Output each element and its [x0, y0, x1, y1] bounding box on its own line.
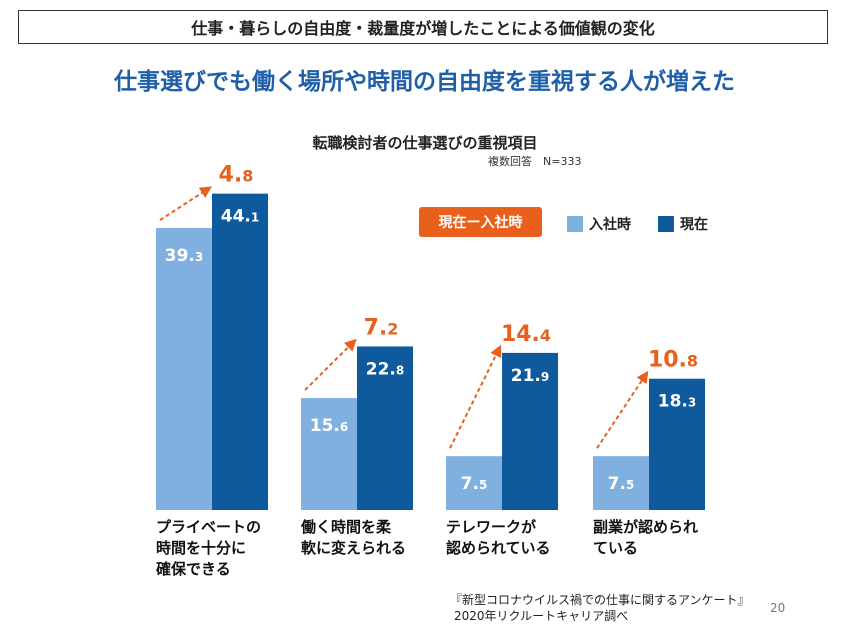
bar-now-2 [502, 352, 558, 510]
legend-swatch-before [567, 216, 583, 232]
category-label-0-0: プライベートの [156, 518, 261, 536]
legend-item-before: 入社時 [567, 214, 631, 234]
headline-text: 仕事・暮らしの自由度・裁量度が増したことによる価値観の変化 [191, 19, 655, 38]
chart-note: 複数回答 N=333 [488, 155, 582, 168]
diff-label-2: 14.4 [501, 322, 551, 347]
diff-arrow-3 [596, 370, 649, 449]
headline-box: 仕事・暮らしの自由度・裁量度が増したことによる価値観の変化 [18, 10, 828, 44]
category-label-2-0: テレワークが [446, 518, 537, 536]
category-label-3-0: 副業が認められ [593, 518, 698, 536]
source-citation: 『新型コロナウイルス禍での仕事に関するアンケート』 2020年リクルートキャリア… [450, 592, 750, 624]
bar-now-3 [649, 378, 705, 510]
bar-before-3 [593, 456, 649, 510]
legend-label-before: 入社時 [589, 217, 631, 233]
category-label-1-1: 軟に変えられる [301, 539, 406, 557]
bar-before-2 [446, 456, 502, 510]
category-label-3-1: ている [593, 539, 638, 557]
value-label-before-1: 15.6 [310, 416, 348, 436]
category-label-0-2: 確保できる [155, 560, 231, 578]
diff-label-0: 4.8 [219, 163, 254, 188]
value-label-now-0: 44.1 [221, 207, 259, 227]
legend-item-now: 現在 [658, 214, 708, 234]
diff-label-1: 7.2 [364, 315, 399, 340]
value-label-now-1: 22.8 [366, 359, 404, 379]
page-number: 20 [770, 601, 786, 615]
value-label-before-0: 39.3 [165, 246, 203, 266]
category-label-2-1: 認められている [446, 539, 551, 557]
value-label-before-2: 7.5 [461, 474, 488, 494]
source-line-2: 2020年リクルートキャリア調べ [454, 609, 629, 623]
diff-arrow-1 [304, 338, 357, 391]
value-label-now-2: 21.9 [511, 366, 549, 386]
legend-label-now: 現在 [680, 217, 708, 233]
diff-arrow-0 [159, 186, 213, 221]
bar-before-1 [301, 398, 357, 510]
diff-arrow-2 [449, 344, 502, 449]
legend-difference-badge: 現在ー入社時 [419, 207, 542, 237]
category-label-0-1: 時間を十分に [156, 539, 246, 557]
legend-swatch-now [658, 216, 674, 232]
chart-title: 転職検討者の仕事選びの重視項目 [312, 134, 538, 152]
value-label-now-3: 18.3 [658, 392, 696, 412]
category-label-1-0: 働く時間を柔 [300, 518, 392, 536]
slide-subtitle: 仕事選びでも働く場所や時間の自由度を重視する人が増えた [114, 69, 735, 95]
bar-before-0 [156, 228, 212, 510]
bar-now-0 [212, 193, 268, 510]
diff-label-3: 10.8 [648, 348, 698, 373]
value-label-before-3: 7.5 [608, 474, 635, 494]
source-line-1: 『新型コロナウイルス禍での仕事に関するアンケート』 [450, 593, 750, 607]
bar-now-1 [357, 346, 413, 510]
